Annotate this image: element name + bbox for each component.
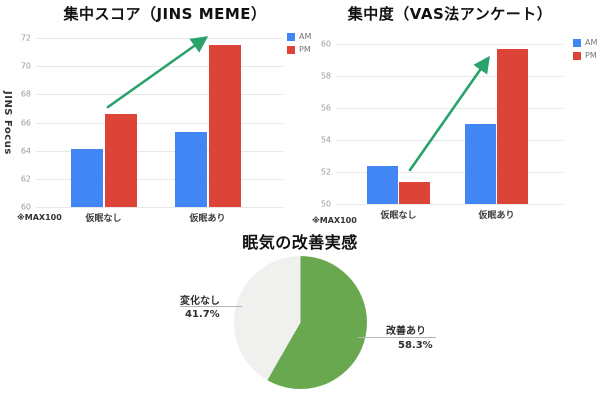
gridline — [36, 178, 283, 180]
y-tick-label: 62 — [20, 174, 31, 184]
gridline — [36, 150, 283, 152]
vas-legend-am-label: AM — [585, 38, 598, 47]
gridline — [36, 122, 283, 124]
gridline — [36, 38, 283, 39]
gridline — [36, 207, 283, 208]
gridline — [336, 76, 563, 77]
gridline — [336, 140, 563, 141]
y-tick-label: 50 — [320, 199, 331, 209]
x-category-label: 仮眠あり — [189, 214, 226, 224]
vas-legend-pm-label: PM — [585, 51, 597, 60]
jins-legend-item-am: AM — [287, 32, 311, 41]
y-tick-label: 70 — [20, 61, 31, 71]
jins-legend-pm-label: PM — [299, 45, 311, 54]
jins-y-axis-title: JINS Focus — [2, 90, 13, 155]
y-tick-label: 52 — [320, 167, 331, 177]
gridline — [336, 172, 563, 173]
am-swatch-icon — [287, 32, 295, 41]
jins-legend-am-label: AM — [299, 32, 312, 41]
bar-am-仮眠なし — [70, 149, 103, 207]
pie-chart-title: 眠気の改善実感 — [242, 233, 358, 252]
gridline — [336, 108, 563, 109]
x-category-label: 仮眠なし — [380, 211, 417, 221]
bar-pm-仮眠なし — [104, 114, 137, 207]
pie-pct-improved: 58.3% — [398, 340, 433, 351]
y-tick-label: 66 — [20, 118, 31, 127]
vas-chart-title: 集中度（VAS法アンケート） — [347, 5, 553, 23]
gridline — [336, 44, 563, 45]
improved-leader-line — [358, 337, 436, 338]
vas-plot-area: 50 52 54 56 58 60 仮眠なし 仮眠あり — [321, 40, 563, 221]
y-tick-label: 60 — [320, 39, 331, 49]
gridline — [36, 66, 283, 68]
vas-legend: AM PM — [573, 38, 597, 60]
y-tick-label: 58 — [320, 71, 331, 81]
bar-am-仮眠なし — [367, 165, 398, 204]
jins-max-note: ※MAX100 — [17, 213, 62, 222]
y-tick-label: 72 — [20, 33, 31, 43]
jins-legend-item-pm: PM — [287, 45, 311, 54]
pm-swatch-icon — [573, 51, 581, 60]
vas-max-note: ※MAX100 — [312, 216, 357, 225]
gridline — [36, 94, 283, 96]
jins-chart-title: 集中スコア（JINS MEME） — [63, 5, 267, 23]
am-swatch-icon — [573, 38, 581, 47]
x-category-label: 仮眠なし — [85, 214, 122, 224]
pie-label-improved: 改善あり — [386, 326, 426, 337]
bar-pm-仮眠あり — [497, 48, 528, 204]
y-tick-label: 54 — [320, 135, 331, 145]
bar-am-仮眠あり — [174, 132, 207, 207]
y-tick-label: 68 — [20, 89, 31, 99]
bar-pm-仮眠なし — [399, 181, 430, 204]
vas-legend-item-pm: PM — [573, 51, 597, 60]
no-change-leader-line — [180, 306, 242, 307]
pm-swatch-icon — [287, 45, 295, 54]
bar-pm-仮眠あり — [208, 45, 241, 207]
gridline — [336, 204, 563, 205]
y-tick-label: 60 — [20, 202, 31, 212]
y-tick-label: 64 — [20, 146, 31, 156]
x-category-label: 仮眠あり — [478, 211, 515, 221]
jins-legend: AM PM — [287, 32, 311, 54]
sleepiness-pie — [234, 256, 367, 389]
pie-label-no-change: 変化なし — [180, 296, 220, 307]
pie-pct-no-change: 41.7% — [185, 309, 220, 320]
vas-legend-item-am: AM — [573, 38, 597, 47]
bar-am-仮眠あり — [465, 124, 496, 204]
jins-plot-area: 60 62 64 66 68 70 72 仮眠なし 仮眠あり — [21, 34, 283, 224]
y-tick-label: 56 — [320, 103, 331, 113]
